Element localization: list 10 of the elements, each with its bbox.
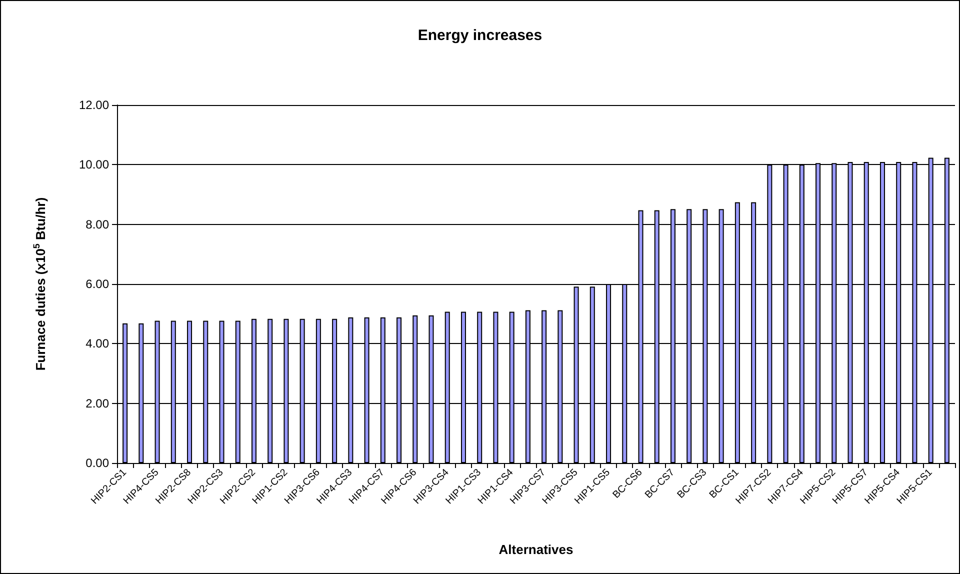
y-tick-label: 12.00 bbox=[78, 98, 110, 112]
chart-title: Energy increases bbox=[418, 27, 542, 44]
y-tick-label: 6.00 bbox=[86, 277, 110, 291]
y-tick-label: 10.00 bbox=[78, 158, 110, 172]
x-axis-title: Alternatives bbox=[498, 542, 574, 557]
y-axis-title: Furnace duties (x105 Btu/hr) bbox=[32, 197, 48, 371]
y-tick-label: 0.00 bbox=[86, 456, 110, 470]
y-tick-label: 2.00 bbox=[86, 396, 110, 410]
y-tick-label: 8.00 bbox=[86, 217, 110, 232]
y-tick-label: 4.00 bbox=[86, 336, 110, 351]
